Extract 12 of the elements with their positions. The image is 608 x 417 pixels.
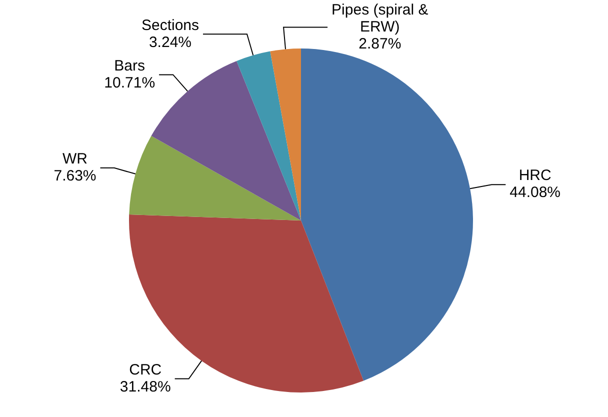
data-label: 10.71% — [104, 74, 156, 92]
data-label: 2.87% — [358, 35, 402, 52]
slice-label: Pipes (spiral & ERW) — [332, 1, 428, 36]
slice-label: WR — [62, 150, 88, 168]
data-label: 7.63% — [54, 168, 96, 185]
slice-label: CRC — [129, 361, 162, 378]
slice-label: HRC — [518, 167, 552, 184]
data-label: 3.24% — [148, 34, 192, 51]
slice-label: Bars — [114, 57, 146, 74]
data-label: 31.48% — [120, 378, 171, 396]
slice-label: Sections — [141, 16, 200, 34]
data-label: 44.08% — [510, 184, 561, 202]
